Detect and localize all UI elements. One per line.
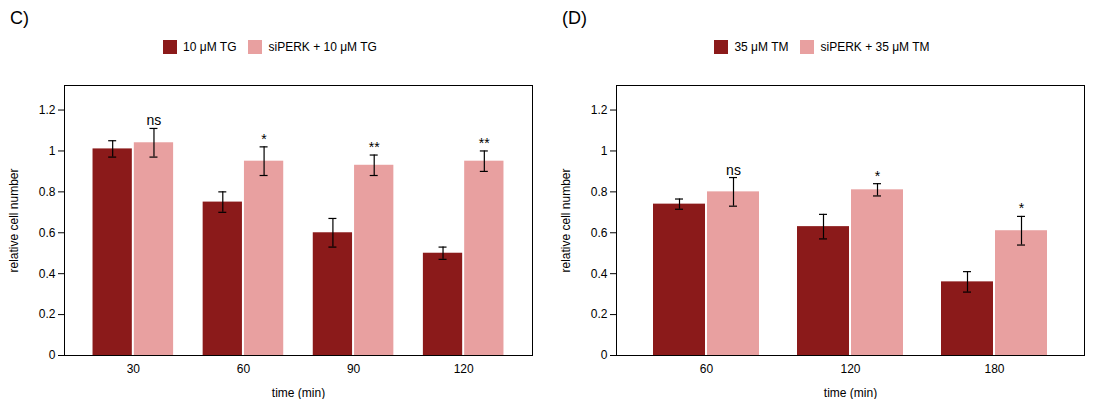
svg-text:180: 180 <box>984 362 1004 376</box>
svg-text:120: 120 <box>454 362 474 376</box>
html-text:siPERK + 10 μM TG: siPERK + 10 μM TG <box>268 39 377 54</box>
svg-text:ns: ns <box>726 162 741 178</box>
svg-text:90: 90 <box>347 362 361 376</box>
svg-text:60: 60 <box>237 362 251 376</box>
svg-text:1: 1 <box>49 144 56 158</box>
svg-text:*: * <box>1019 200 1025 216</box>
svg-text:0.8: 0.8 <box>591 185 608 199</box>
svg-text:time (min): time (min) <box>824 386 877 400</box>
svg-text:time (min): time (min) <box>272 386 325 400</box>
svg-text:30: 30 <box>127 362 141 376</box>
html-text:10 μM TG: 10 μM TG <box>183 39 237 54</box>
html-text:C): C) <box>10 8 29 28</box>
svg-text:120: 120 <box>840 362 860 376</box>
html-text:siPERK + 35 μM TM: siPERK + 35 μM TM <box>820 39 930 54</box>
svg-text:**: ** <box>369 139 380 155</box>
svg-text:0.2: 0.2 <box>591 307 608 321</box>
html-text:35 μM TM: 35 μM TM <box>734 39 789 54</box>
svg-text:0.6: 0.6 <box>39 226 56 240</box>
svg-text:*: * <box>261 131 267 147</box>
svg-text:ns: ns <box>147 112 162 128</box>
svg-text:relative cell number: relative cell number <box>559 168 573 272</box>
svg-text:*: * <box>875 168 881 184</box>
svg-text:60: 60 <box>700 362 714 376</box>
svg-text:**: ** <box>479 135 490 151</box>
svg-text:0.4: 0.4 <box>591 267 608 281</box>
svg-text:1: 1 <box>601 144 608 158</box>
html-text:(D): (D) <box>562 8 587 28</box>
svg-text:0.4: 0.4 <box>39 267 56 281</box>
svg-text:relative cell number: relative cell number <box>7 168 21 272</box>
svg-text:0: 0 <box>601 348 608 362</box>
svg-text:1.2: 1.2 <box>39 103 56 117</box>
svg-text:1.2: 1.2 <box>591 103 608 117</box>
svg-text:0.2: 0.2 <box>39 307 56 321</box>
svg-text:0: 0 <box>49 348 56 362</box>
svg-text:0.6: 0.6 <box>591 226 608 240</box>
svg-text:0.8: 0.8 <box>39 185 56 199</box>
